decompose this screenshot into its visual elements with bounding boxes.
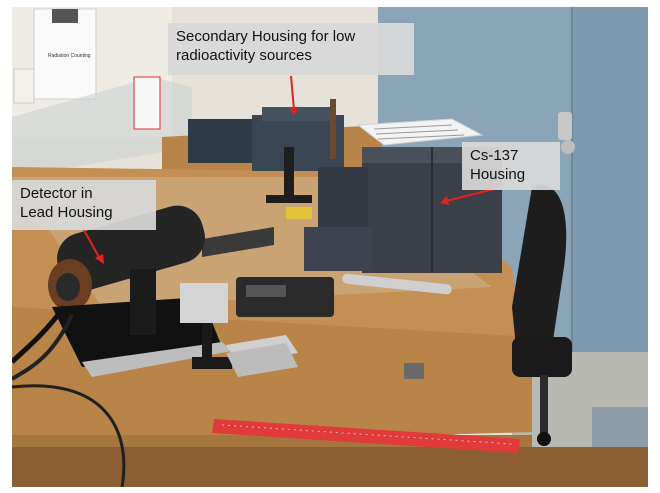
callout-line: Housing bbox=[470, 166, 526, 183]
detector-tube bbox=[48, 205, 205, 311]
office-chair bbox=[512, 185, 572, 446]
callout-cs137-housing: Cs-137 Housing bbox=[462, 142, 560, 190]
door-handle bbox=[558, 112, 572, 140]
arrow-detector bbox=[83, 229, 101, 260]
callout-line: Lead Housing bbox=[20, 204, 113, 221]
sign-text: Radiation Counting bbox=[48, 53, 91, 59]
callout-line: radioactivity sources bbox=[176, 47, 312, 64]
secondary-housing-blocks bbox=[252, 115, 344, 171]
photo: Radiation Counting bbox=[12, 7, 648, 487]
aluminum-holder bbox=[180, 283, 228, 323]
callout-detector-housing: Detector in Lead Housing bbox=[12, 180, 156, 230]
callout-line: Detector in bbox=[20, 185, 93, 202]
callout-secondary-housing: Secondary Housing for low radioactivity … bbox=[168, 23, 414, 75]
callout-line: Secondary Housing for low bbox=[176, 28, 356, 45]
red-ruler bbox=[212, 419, 520, 453]
metal-rod bbox=[342, 273, 452, 295]
callout-line: Cs-137 bbox=[470, 147, 519, 164]
lab-scene-illustration: Radiation Counting bbox=[12, 7, 648, 487]
arrow-secondary bbox=[290, 75, 295, 111]
